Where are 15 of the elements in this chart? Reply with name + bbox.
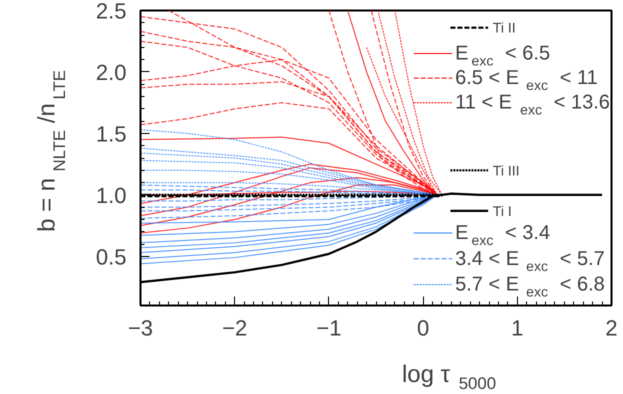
y-tick-label: 2.0	[96, 60, 127, 85]
x-tick-label: −2	[222, 316, 248, 340]
x-tick-label: 2	[605, 316, 618, 340]
y-tick-label: 2.5	[96, 0, 127, 24]
legend-label: Ti III	[492, 162, 520, 178]
legend-label: Ti II	[492, 20, 516, 36]
x-tick-label: −3	[128, 316, 154, 340]
x-tick-label: 0	[416, 316, 430, 340]
y-tick-label: 1.0	[96, 182, 127, 208]
y-tick-label: 0.5	[96, 244, 127, 270]
y-axis-title: b = nNLTE/nLTE	[34, 70, 69, 232]
x-tick-label: 1	[511, 316, 524, 340]
legend-label: Ti I	[492, 202, 512, 219]
x-tick-label: −1	[316, 316, 342, 340]
y-tick-label: 1.5	[96, 121, 127, 146]
